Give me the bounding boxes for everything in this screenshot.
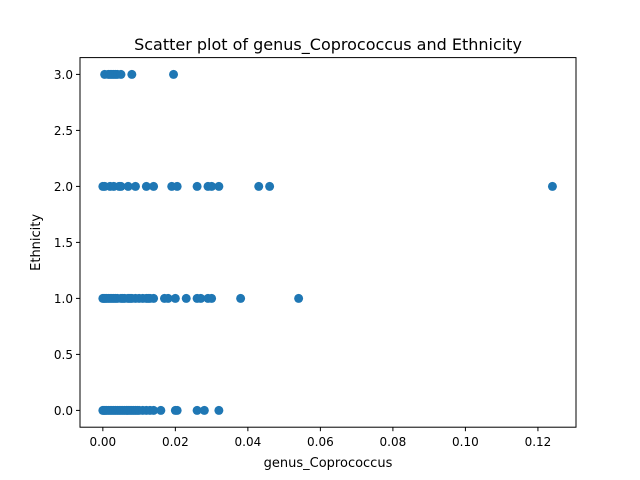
data-point [149, 405, 159, 415]
y-tick-label: 1.5 [54, 236, 73, 250]
data-point [156, 405, 166, 415]
y-axis-label: Ethnicity [29, 214, 44, 271]
data-point [169, 69, 179, 79]
data-point [172, 405, 182, 415]
data-point [127, 69, 137, 79]
x-tick-label: 0.04 [235, 435, 262, 449]
data-point [236, 293, 246, 303]
data-point [294, 293, 304, 303]
chart-title: Scatter plot of genus_Coprococcus and Et… [134, 35, 522, 55]
y-tick-label: 2.0 [54, 180, 73, 194]
data-point [214, 405, 224, 415]
y-tick-label: 2.5 [54, 124, 73, 138]
data-point [196, 293, 206, 303]
y-tick-label: 0.5 [54, 348, 73, 362]
data-point [149, 293, 159, 303]
data-point [207, 293, 217, 303]
x-axis-label: genus_Coprococcus [264, 456, 393, 471]
data-point [265, 181, 275, 191]
data-point [254, 181, 264, 191]
y-tick-label: 1.0 [54, 292, 73, 306]
x-tick-label: 0.02 [162, 435, 189, 449]
x-axis: 0.00 0.02 0.04 0.06 0.08 0.10 0.12 [89, 427, 551, 449]
x-tick-label: 0.08 [380, 435, 407, 449]
plot-frame [79, 57, 577, 428]
data-point [123, 181, 133, 191]
data-point [192, 405, 202, 415]
data-point [192, 181, 202, 191]
data-points [98, 69, 557, 415]
data-point [130, 181, 140, 191]
data-point [170, 293, 180, 303]
data-point [149, 181, 159, 191]
data-point [199, 405, 209, 415]
data-point [116, 69, 126, 79]
data-point [214, 181, 224, 191]
data-point [163, 293, 173, 303]
data-point [141, 181, 151, 191]
y-axis: 0.0 0.5 1.0 1.5 2.0 2.5 3.0 [54, 68, 80, 418]
data-point [181, 293, 191, 303]
x-tick-label: 0.12 [525, 435, 552, 449]
data-point [116, 181, 126, 191]
data-point [207, 181, 217, 191]
x-tick-label: 0.00 [89, 435, 116, 449]
data-point [547, 181, 557, 191]
y-tick-label: 3.0 [54, 68, 73, 82]
x-tick-label: 0.10 [452, 435, 479, 449]
x-tick-label: 0.06 [307, 435, 334, 449]
data-point [172, 181, 182, 191]
y-tick-label: 0.0 [54, 404, 73, 418]
